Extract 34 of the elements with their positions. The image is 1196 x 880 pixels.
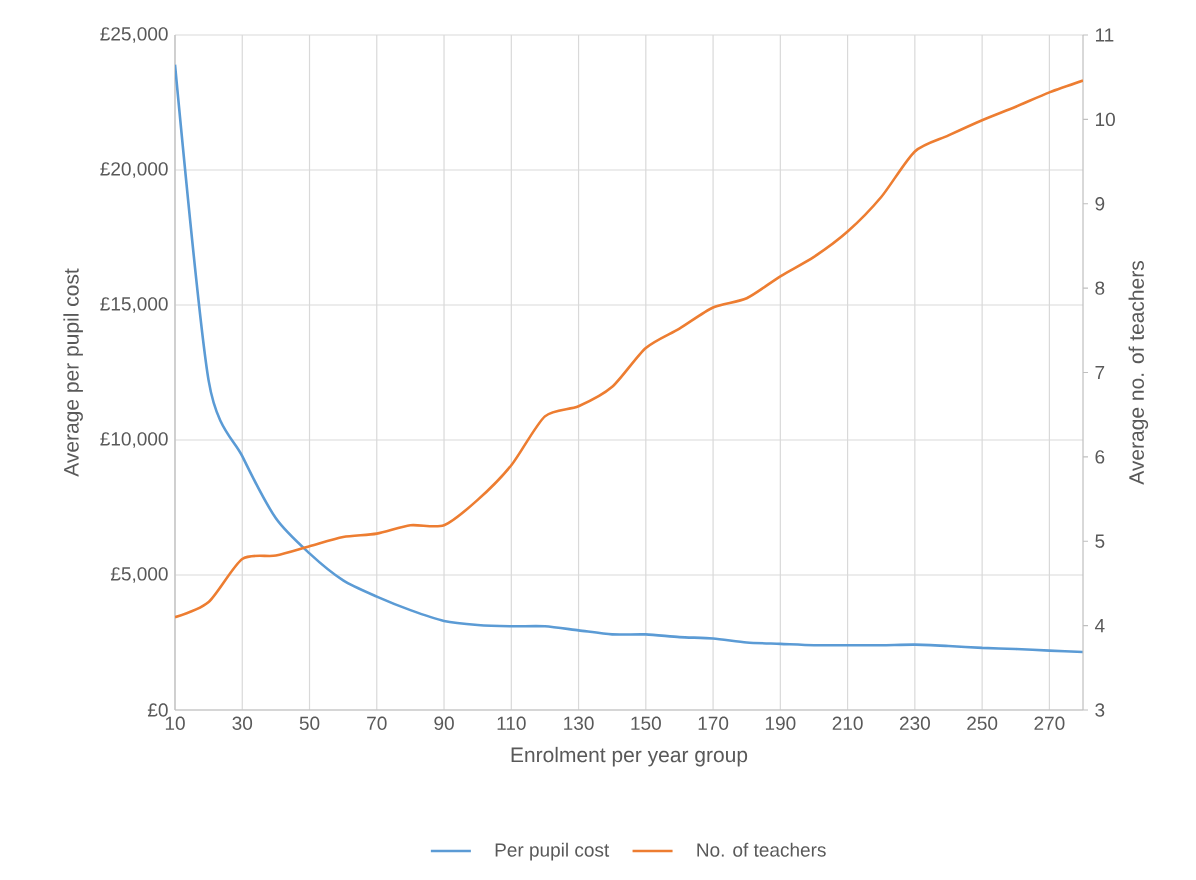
y2-tick-label: 3 <box>1095 703 1105 717</box>
y2-axis-title: Average no. of teachers <box>1128 261 1149 485</box>
y2-tick-label: 5 <box>1095 534 1105 548</box>
y2-tick-label: 8 <box>1095 281 1105 295</box>
y2-tick-label: 7 <box>1095 365 1105 380</box>
legend-label: Per pupil cost <box>495 842 610 861</box>
x-tick-label: 210 <box>832 716 863 730</box>
x-tick-label: 250 <box>967 716 998 730</box>
x-tick-label: 110 <box>497 716 526 730</box>
x-tick-label: 130 <box>564 716 594 730</box>
y-axis-title: Average per pupil cost <box>63 268 83 477</box>
y-tick-label: £0 <box>147 703 168 717</box>
y2-tick-label: 11 <box>1096 28 1114 42</box>
y2-tick-label: 9 <box>1095 197 1105 211</box>
x-tick-label: 90 <box>434 716 454 730</box>
x-tick-label: 30 <box>232 716 253 730</box>
y2-tick-label: 6 <box>1095 450 1105 464</box>
x-tick-label: 170 <box>698 716 729 730</box>
y2-tick-label: 4 <box>1094 619 1105 633</box>
x-tick-label: 190 <box>765 716 796 730</box>
y-tick-label: £15,000 <box>100 297 168 313</box>
legend-label: No. of teachers <box>697 842 826 857</box>
y2-tick-label: 10 <box>1096 112 1115 127</box>
y-tick-label: £25,000 <box>100 27 168 43</box>
x-tick-label: 150 <box>631 716 661 730</box>
y-tick-label: £5,000 <box>110 567 168 583</box>
x-tick-label: 270 <box>1034 716 1065 730</box>
y-tick-label: £10,000 <box>100 432 168 448</box>
x-axis-title: Enrolment per year group <box>511 746 748 767</box>
x-tick-label: 230 <box>899 716 930 730</box>
x-tick-label: 70 <box>367 716 387 730</box>
y-tick-label: £20,000 <box>100 162 168 178</box>
x-tick-label: 10 <box>165 716 185 730</box>
x-tick-label: 50 <box>299 716 320 730</box>
